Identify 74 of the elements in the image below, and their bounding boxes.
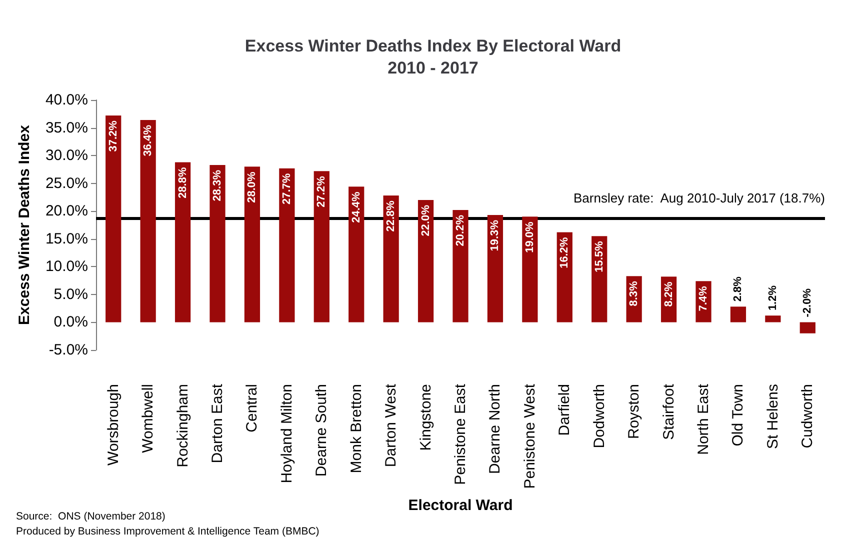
y-tick-label: 10.0% [45, 258, 88, 276]
source-note: Source: ONS (November 2018) [16, 510, 166, 522]
x-tick-label: Dodworth [590, 384, 608, 448]
chart-title: Excess Winter Deaths Index By Electoral Ward 2010 - 2017 [244, 36, 622, 78]
y-tick-label: 35.0% [45, 119, 88, 136]
x-tick-label: Stairfoot [660, 383, 678, 440]
data-label: 27.7% [280, 173, 293, 205]
text: Produced by Business Improvement & Intelligence Team (BMBC) [16, 526, 320, 538]
data-label: 37.2% [107, 120, 120, 152]
bar [730, 306, 746, 322]
bar [800, 322, 816, 334]
data-label: 22.0% [420, 204, 432, 236]
x-tick-label: Old Town [730, 384, 747, 446]
x-tick-label: Royston [626, 384, 643, 440]
data-label: 28.0% [246, 171, 258, 203]
bar [765, 316, 781, 322]
y-axis-title: Excess Winter Deaths Index [16, 124, 33, 325]
bar [522, 216, 538, 322]
bar [210, 165, 226, 322]
x-tick-label: Worsbrough [104, 384, 122, 466]
x-tick-label: Hoyland Milton [278, 384, 296, 484]
data-label: 24.4% [350, 191, 362, 223]
y-tick-label: 5.0% [54, 286, 88, 303]
x-tick-label: North East [695, 383, 712, 455]
y-tick-label: 30.0% [45, 147, 88, 164]
x-tick-label: Wombwell [140, 384, 157, 453]
data-label: 7.4% [698, 286, 710, 312]
y-tick-label: 15.0% [45, 230, 88, 248]
x-tick-label: Kingstone [417, 384, 434, 451]
x-tick-label: Dearne South [313, 384, 330, 477]
bar [244, 166, 260, 322]
bar [452, 210, 468, 322]
x-tick-label: Penistone East [452, 383, 469, 485]
data-label: 27.2% [316, 176, 328, 208]
data-label: 1.2% [766, 285, 779, 311]
data-label: 20.2% [454, 214, 466, 246]
data-label: 8.2% [662, 281, 675, 307]
x-tick-label: Dearne North [486, 384, 504, 474]
data-label: 8.3% [628, 280, 640, 306]
bar [383, 196, 399, 322]
data-label: 19.0% [524, 221, 536, 253]
x-tick-label: Monk Bretton [348, 384, 365, 474]
x-tick-label: St Helens [764, 384, 782, 450]
x-tick-label: Central [244, 384, 261, 432]
x-tick-label: Rockingham [174, 384, 192, 468]
x-tick-label: Darton East [209, 383, 226, 464]
data-label: 36.4% [142, 124, 154, 156]
bar [418, 200, 434, 322]
y-tick-label: 0.0% [54, 314, 88, 331]
y-tick-label: 20.0% [45, 202, 88, 220]
y-tick-label: -5.0% [48, 342, 88, 358]
data-label: -2.0% [802, 288, 814, 318]
bar [174, 162, 191, 322]
data-label: 16.2% [558, 237, 571, 268]
x-tick-label: Penistone West [521, 383, 538, 489]
data-label: 28.8% [176, 167, 189, 198]
x-tick-label: Darfield [556, 384, 574, 436]
bar [487, 215, 504, 322]
bar [348, 186, 364, 322]
bar [140, 120, 156, 322]
bar [279, 168, 295, 322]
data-label: 19.3% [489, 220, 502, 252]
data-label: 22.8% [385, 200, 398, 232]
y-tick-label: 40.0% [45, 92, 88, 108]
x-tick-label: Darton West [382, 383, 400, 468]
data-label: 28.3% [212, 170, 224, 202]
x-axis-title: Electoral Ward [408, 497, 513, 514]
bar [314, 171, 330, 322]
data-label: 15.5% [593, 240, 606, 272]
ref-line-label: Barnsley rate: Aug 2010-July 2017 (18.7%) [574, 190, 825, 206]
y-tick-label: 25.0% [45, 174, 88, 192]
data-label: 2.8% [732, 276, 744, 302]
x-tick-label: Cudworth [799, 384, 816, 448]
bar [106, 116, 122, 322]
